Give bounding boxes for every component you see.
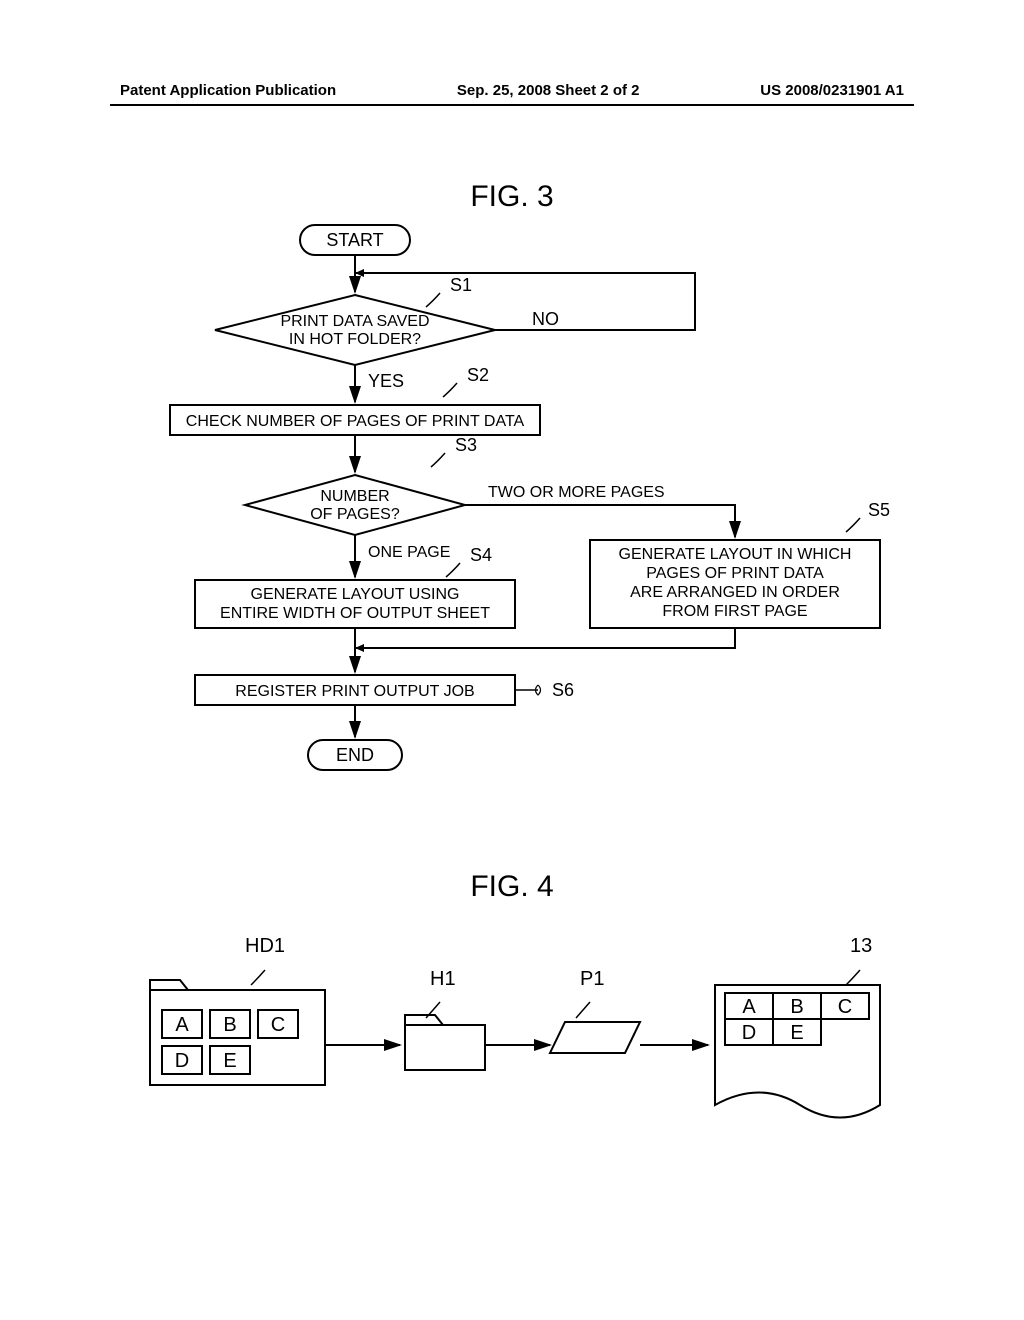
header-left: Patent Application Publication: [120, 82, 336, 99]
hd1-label: HD1: [245, 935, 285, 957]
end-text: END: [336, 745, 374, 765]
out-b: B: [790, 996, 803, 1018]
s3-label: S3: [455, 435, 477, 455]
hd1-d: D: [175, 1050, 189, 1072]
fig3-title: FIG. 3: [470, 180, 553, 214]
fig4-diagram: HD1 A B C D E H1: [150, 930, 910, 1170]
s4-text2: ENTIRE WIDTH OF OUTPUT SHEET: [220, 605, 490, 622]
out-e: E: [790, 1022, 803, 1044]
p1-process: [550, 1022, 640, 1053]
s3-text2: OF PAGES?: [310, 506, 400, 523]
s5-merge-line: [355, 628, 735, 648]
hd1-window: A B C D E: [150, 980, 325, 1085]
s1-text1: PRINT DATA SAVED: [280, 313, 429, 330]
s3-text1: NUMBER: [320, 488, 389, 505]
s1-no: NO: [532, 309, 559, 329]
s2-rect: CHECK NUMBER OF PAGES OF PRINT DATA: [170, 405, 540, 435]
fig3-flowchart: START PRINT DATA SAVED IN HOT FOLDER? S1…: [140, 225, 940, 845]
s1-leader: [426, 293, 440, 307]
header-right: US 2008/0231901 A1: [760, 82, 904, 99]
s1-yes: YES: [368, 371, 404, 391]
hd1-leader: [251, 970, 265, 985]
out-label: 13: [850, 935, 872, 957]
out-d: D: [742, 1022, 756, 1044]
fig4-title: FIG. 4: [470, 870, 553, 904]
s1-no-arrowhead: [355, 269, 364, 277]
hd1-b: B: [223, 1014, 236, 1036]
s4-text1: GENERATE LAYOUT USING: [251, 586, 460, 603]
s5-leader: [846, 518, 860, 532]
s3-leader: [431, 453, 445, 467]
s3-right-line: [465, 505, 735, 537]
h1-label: H1: [430, 968, 456, 990]
s2-text: CHECK NUMBER OF PAGES OF PRINT DATA: [186, 413, 525, 430]
s5-text3: ARE ARRANGED IN ORDER: [630, 584, 840, 601]
s2-leader: [443, 383, 457, 397]
s5-merge-arrowhead: [355, 644, 364, 652]
s1-label: S1: [450, 275, 472, 295]
s1-diamond: PRINT DATA SAVED IN HOT FOLDER?: [215, 295, 495, 365]
output-sheet: A B C D E: [715, 985, 880, 1118]
s3-diamond: NUMBER OF PAGES?: [245, 475, 465, 535]
s5-text4: FROM FIRST PAGE: [662, 603, 807, 620]
s4-rect: GENERATE LAYOUT USING ENTIRE WIDTH OF OU…: [195, 580, 515, 628]
start-text: START: [326, 230, 383, 250]
s3-right: TWO OR MORE PAGES: [488, 484, 665, 501]
s5-label: S5: [868, 500, 890, 520]
s6-rect: REGISTER PRINT OUTPUT JOB: [195, 675, 515, 705]
s5-text1: GENERATE LAYOUT IN WHICH: [619, 546, 852, 563]
s5-rect: GENERATE LAYOUT IN WHICH PAGES OF PRINT …: [590, 540, 880, 628]
h1-folder: [405, 1015, 485, 1070]
start-node: START: [300, 225, 410, 255]
end-node: END: [308, 740, 402, 770]
s3-bottom: ONE PAGE: [368, 544, 450, 561]
out-a: A: [742, 996, 756, 1018]
hd1-e: E: [223, 1050, 236, 1072]
header-rule: [110, 104, 914, 106]
header-center: Sep. 25, 2008 Sheet 2 of 2: [457, 82, 640, 99]
s1-text2: IN HOT FOLDER?: [289, 331, 421, 348]
page: Patent Application Publication Sep. 25, …: [0, 0, 1024, 1320]
s4-label: S4: [470, 545, 492, 565]
hd1-a: A: [175, 1014, 189, 1036]
out-c: C: [838, 996, 852, 1018]
header: Patent Application Publication Sep. 25, …: [0, 82, 1024, 99]
p1-label: P1: [580, 968, 604, 990]
s4-leader: [446, 563, 460, 577]
hd1-c: C: [271, 1014, 285, 1036]
s2-label: S2: [467, 365, 489, 385]
p1-leader: [576, 1002, 590, 1018]
s6-text: REGISTER PRINT OUTPUT JOB: [235, 683, 474, 700]
s6-label: S6: [552, 680, 574, 700]
s5-text2: PAGES OF PRINT DATA: [646, 565, 824, 582]
out-leader: [846, 970, 860, 985]
